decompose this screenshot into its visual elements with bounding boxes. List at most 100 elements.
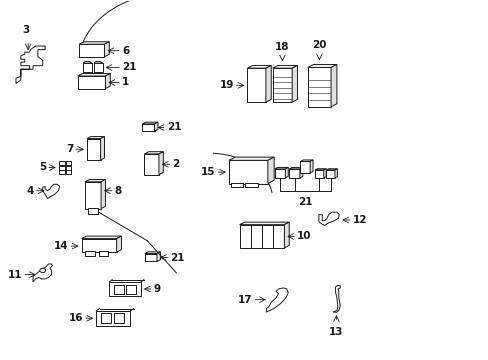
Text: 18: 18 (275, 42, 289, 52)
Bar (78, 76, 105, 89)
Polygon shape (299, 167, 302, 178)
Polygon shape (159, 152, 163, 175)
Bar (85, 182, 101, 208)
Text: 15: 15 (201, 167, 215, 177)
Polygon shape (284, 222, 288, 248)
Polygon shape (309, 160, 312, 173)
Text: 21: 21 (170, 252, 185, 262)
Bar (230, 183, 243, 187)
Bar (239, 225, 284, 248)
Text: 2: 2 (172, 159, 180, 169)
Text: 8: 8 (115, 186, 122, 196)
Text: 13: 13 (328, 327, 343, 337)
Bar (59, 161, 64, 165)
Polygon shape (81, 236, 121, 239)
Bar (142, 124, 154, 131)
Bar (65, 161, 71, 165)
Polygon shape (323, 169, 325, 178)
Text: 9: 9 (153, 284, 161, 294)
Text: 12: 12 (352, 215, 366, 225)
Polygon shape (330, 64, 336, 107)
Bar (81, 239, 116, 252)
Bar (65, 170, 71, 174)
Polygon shape (79, 42, 109, 44)
Text: 17: 17 (238, 295, 252, 305)
Text: 21: 21 (122, 63, 136, 72)
Text: 20: 20 (311, 40, 326, 50)
Bar (85, 251, 95, 256)
Bar (274, 169, 285, 178)
Bar (307, 67, 330, 107)
Polygon shape (285, 167, 287, 178)
Bar (228, 160, 267, 184)
Text: 10: 10 (296, 231, 311, 242)
Polygon shape (101, 180, 105, 208)
Polygon shape (266, 288, 287, 312)
Polygon shape (267, 157, 274, 184)
Polygon shape (105, 73, 110, 89)
Polygon shape (247, 66, 271, 68)
Bar (99, 251, 108, 256)
Bar (94, 63, 102, 72)
Polygon shape (325, 169, 337, 170)
Text: 5: 5 (39, 162, 46, 172)
Text: 11: 11 (8, 270, 22, 280)
Bar (114, 285, 123, 294)
Polygon shape (291, 66, 297, 102)
Bar (144, 253, 157, 261)
Polygon shape (265, 66, 271, 102)
Text: 3: 3 (22, 25, 29, 35)
Bar (125, 285, 135, 294)
Bar (101, 313, 111, 323)
Bar (325, 170, 334, 178)
Polygon shape (101, 136, 104, 160)
Text: 4: 4 (26, 186, 34, 196)
Bar (59, 170, 64, 174)
Text: 19: 19 (219, 80, 233, 90)
Circle shape (40, 268, 45, 273)
Bar (79, 44, 104, 57)
Bar (314, 170, 323, 178)
Bar (83, 63, 92, 72)
Polygon shape (318, 212, 339, 225)
Polygon shape (157, 252, 160, 261)
Polygon shape (144, 152, 163, 154)
Polygon shape (33, 264, 52, 282)
Polygon shape (94, 62, 102, 63)
Polygon shape (288, 167, 302, 169)
Bar (245, 183, 257, 187)
Polygon shape (116, 236, 121, 252)
Bar (144, 154, 159, 175)
Polygon shape (87, 136, 104, 139)
Polygon shape (83, 62, 92, 63)
Bar (300, 161, 309, 173)
Bar (96, 311, 130, 326)
Bar (247, 68, 265, 102)
Bar (114, 313, 123, 323)
Text: 1: 1 (122, 77, 129, 87)
Polygon shape (300, 160, 312, 161)
Polygon shape (307, 64, 336, 67)
Polygon shape (78, 73, 110, 76)
Bar (65, 166, 71, 170)
Bar (272, 68, 291, 102)
Bar (88, 207, 98, 214)
Bar (288, 169, 299, 178)
Polygon shape (16, 46, 45, 84)
Polygon shape (104, 42, 109, 57)
Polygon shape (239, 222, 288, 225)
Bar (59, 166, 64, 170)
Polygon shape (154, 122, 158, 131)
Polygon shape (142, 122, 158, 124)
Polygon shape (144, 252, 160, 253)
Polygon shape (42, 184, 60, 199)
Polygon shape (274, 167, 287, 169)
Text: 21: 21 (297, 197, 312, 207)
Text: 21: 21 (166, 122, 181, 132)
Text: 7: 7 (66, 144, 73, 154)
Text: 6: 6 (122, 46, 129, 56)
Polygon shape (228, 157, 274, 160)
Polygon shape (85, 180, 105, 182)
Bar (109, 282, 141, 296)
Bar (87, 139, 101, 160)
